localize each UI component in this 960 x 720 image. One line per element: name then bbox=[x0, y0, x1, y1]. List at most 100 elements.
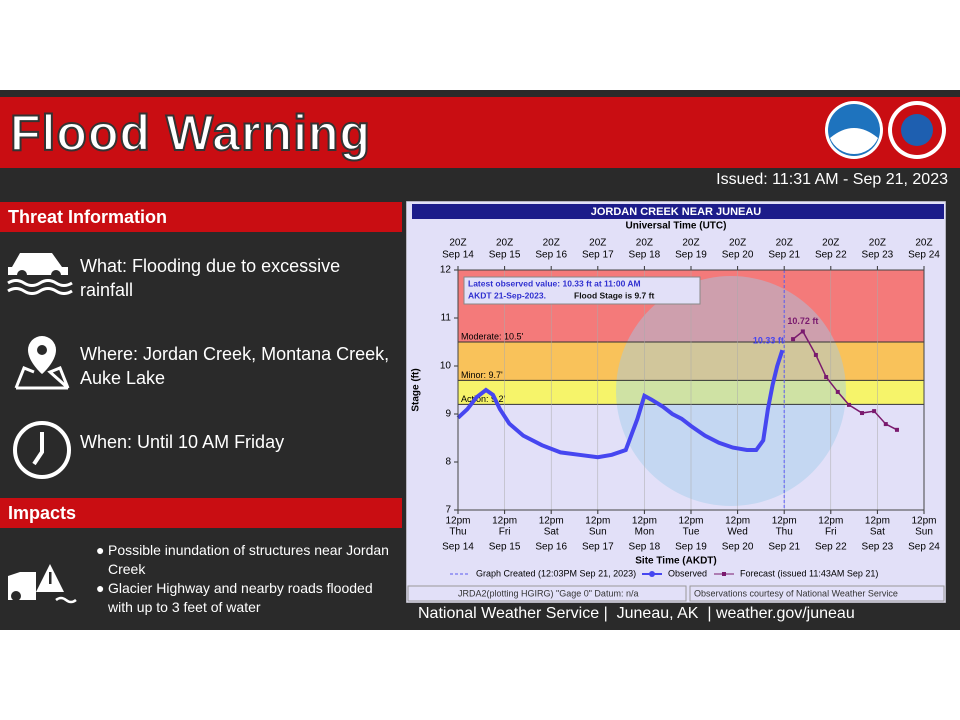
legend-swatch bbox=[722, 572, 726, 576]
footnote: JRDA2(plotting HGIRG) "Gage 0" Datum: n/… bbox=[458, 588, 638, 598]
threat-heading: Threat Information bbox=[0, 202, 402, 232]
x-tick-label: 12pm bbox=[585, 516, 610, 527]
footer: National Weather Service | Juneau, AK | … bbox=[418, 605, 855, 622]
legend-label: Forecast (issued 11:43AM Sep 21) bbox=[740, 568, 878, 578]
x-tick-label: 12pm bbox=[772, 516, 797, 527]
y-axis-title: Stage (ft) bbox=[411, 368, 422, 411]
top-tick-time: 20Z bbox=[729, 238, 746, 249]
x-tick-date: Sep 17 bbox=[582, 542, 614, 553]
x-tick-label: 12pm bbox=[445, 516, 470, 527]
top-tick-time: 20Z bbox=[869, 238, 886, 249]
clock-icon bbox=[13, 421, 71, 479]
x-tick-date: Sep 20 bbox=[722, 542, 754, 553]
value-label: 10.72 ft bbox=[787, 316, 818, 326]
chart-title: JORDAN CREEK NEAR JUNEAU bbox=[591, 206, 762, 218]
x-tick-date: Sep 19 bbox=[675, 542, 707, 553]
x-tick-label: 12pm bbox=[865, 516, 890, 527]
y-tick-label: 11 bbox=[441, 313, 452, 324]
forecast-point bbox=[894, 427, 899, 432]
x-tick-day: Fri bbox=[825, 527, 837, 538]
hydrograph: JORDAN CREEK NEAR JUNEAU Universal Time … bbox=[406, 201, 946, 603]
footnote-box bbox=[407, 585, 687, 602]
logos bbox=[825, 101, 946, 159]
x-tick-day: Tue bbox=[683, 527, 700, 538]
car-warning-icon bbox=[8, 564, 77, 604]
impact-item: ● Possible inundation of structures near … bbox=[96, 542, 389, 577]
top-tick-time: 20Z bbox=[496, 238, 513, 249]
top-tick-time: 20Z bbox=[636, 238, 653, 249]
x-tick-date: Sep 14 bbox=[442, 542, 474, 553]
plot-border bbox=[457, 269, 925, 511]
forecast-point bbox=[872, 409, 877, 414]
series-line bbox=[792, 330, 898, 431]
series-line bbox=[456, 349, 785, 460]
title-bar bbox=[0, 97, 960, 168]
impact-text: Glacier Highway and nearby roads flooded… bbox=[108, 580, 373, 615]
legend-label: Observed bbox=[668, 568, 707, 578]
legend-label: Graph Created (12:03PM Sep 21, 2023) bbox=[476, 568, 636, 578]
y-tick-label: 9 bbox=[445, 409, 451, 420]
x-tick-day: Sun bbox=[915, 527, 933, 538]
threat-where: Where: Jordan Creek, Montana Creek, Auke… bbox=[80, 344, 390, 388]
x-tick-day: Mon bbox=[635, 527, 654, 538]
footnote: Observations courtesy of National Weathe… bbox=[694, 588, 898, 598]
forecast-point bbox=[800, 329, 805, 334]
x-tick-date: Sep 23 bbox=[862, 542, 894, 553]
forecast-point bbox=[846, 402, 851, 407]
top-tick-date: Sep 22 bbox=[815, 250, 847, 261]
info-line: AKDT 21-Sep-2023. bbox=[468, 290, 546, 300]
x-tick-day: Fri bbox=[499, 527, 511, 538]
x-tick-label: 12pm bbox=[539, 516, 564, 527]
y-tick-label: 12 bbox=[440, 265, 452, 276]
x-tick-day: Thu bbox=[449, 527, 466, 538]
x-tick-day: Thu bbox=[776, 527, 793, 538]
threshold-label: Minor: 9.7' bbox=[461, 370, 503, 380]
x-tick-day: Sun bbox=[589, 527, 607, 538]
top-tick-date: Sep 19 bbox=[675, 250, 707, 261]
x-tick-date: Sep 15 bbox=[489, 542, 521, 553]
y-tick-label: 7 bbox=[445, 505, 451, 516]
top-tick-time: 20Z bbox=[915, 238, 932, 249]
car-flood-icon bbox=[7, 253, 73, 295]
impact-item: ● Glacier Highway and nearby roads floode… bbox=[96, 580, 373, 615]
info-line: Latest observed value: 10.33 ft at 11:00… bbox=[468, 278, 641, 288]
info-box bbox=[463, 276, 701, 305]
forecast-point bbox=[883, 422, 888, 427]
x-tick-day: Sat bbox=[870, 527, 885, 538]
threat-what: What: Flooding due to excessive rainfall bbox=[80, 256, 341, 300]
y-tick-label: 10 bbox=[440, 361, 452, 372]
top-tick-time: 20Z bbox=[682, 238, 699, 249]
top-tick-time: 20Z bbox=[822, 238, 839, 249]
impact-text: Possible inundation of structures near J… bbox=[108, 542, 389, 577]
x-tick-date: Sep 22 bbox=[815, 542, 847, 553]
top-tick-time: 20Z bbox=[776, 238, 793, 249]
impacts-heading: Impacts bbox=[0, 498, 402, 528]
footnote-box bbox=[689, 585, 945, 602]
top-tick-time: 20Z bbox=[589, 238, 606, 249]
forecast-point bbox=[791, 337, 796, 342]
top-tick-date: Sep 24 bbox=[908, 250, 940, 261]
x-tick-label: 12pm bbox=[818, 516, 843, 527]
legend-swatch bbox=[649, 571, 655, 577]
y-tick-label: 8 bbox=[445, 457, 451, 468]
map-pin-icon bbox=[14, 336, 70, 390]
watermark bbox=[616, 276, 846, 506]
threshold-label: Action: 9.2' bbox=[461, 394, 506, 404]
top-axis-title: Universal Time (UTC) bbox=[626, 221, 727, 232]
x-tick-date: Sep 21 bbox=[768, 542, 800, 553]
forecast-point bbox=[860, 411, 865, 416]
x-tick-day: Sat bbox=[544, 527, 559, 538]
x-tick-date: Sep 24 bbox=[908, 542, 940, 553]
forecast-point bbox=[835, 389, 840, 394]
x-tick-label: 12pm bbox=[492, 516, 517, 527]
x-tick-label: 12pm bbox=[911, 516, 936, 527]
x-tick-label: 12pm bbox=[725, 516, 750, 527]
x-tick-label: 12pm bbox=[632, 516, 657, 527]
title: Flood Warning bbox=[9, 104, 372, 162]
top-tick-date: Sep 16 bbox=[535, 250, 567, 261]
top-tick-date: Sep 15 bbox=[489, 250, 521, 261]
issued-time: Issued: 11:31 AM - Sep 21, 2023 bbox=[716, 171, 948, 188]
info-line: Flood Stage is 9.7 ft bbox=[574, 290, 654, 300]
threshold-label: Moderate: 10.5' bbox=[461, 331, 524, 341]
